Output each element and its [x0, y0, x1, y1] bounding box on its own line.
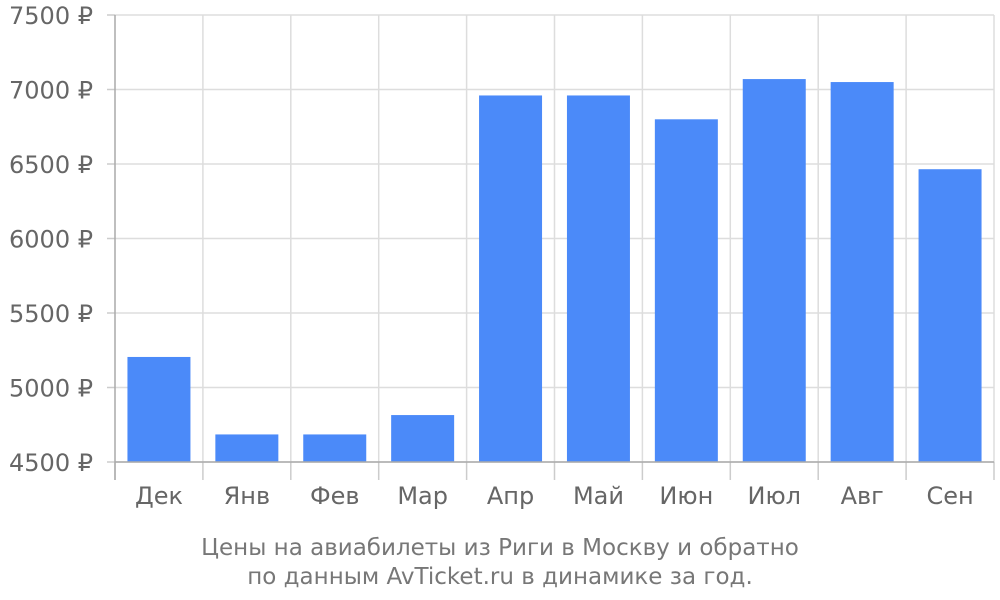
bar	[127, 356, 191, 462]
x-tick-label: Апр	[487, 482, 534, 510]
bar	[391, 415, 455, 462]
x-tick-label: Май	[573, 482, 624, 510]
grid-lines	[115, 14, 995, 463]
x-tick-label: Сен	[926, 482, 973, 510]
bar	[654, 119, 718, 463]
x-axis-labels: Дек Янв Фев Мар Апр Май Июн Июл Авг Сен	[135, 482, 974, 510]
y-tick-label: 7500 ₽	[9, 2, 93, 30]
y-tick-label: 7000 ₽	[9, 77, 93, 105]
y-tick-label: 6000 ₽	[9, 226, 93, 254]
bar	[830, 82, 894, 463]
bar	[479, 95, 543, 463]
bar	[215, 434, 279, 462]
x-tick-label: Янв	[224, 482, 271, 510]
bars	[127, 79, 982, 463]
y-tick-label: 4500 ₽	[9, 449, 93, 477]
x-tick-label: Июн	[659, 482, 713, 510]
bar	[918, 169, 982, 462]
bar	[303, 434, 367, 462]
x-tick-label: Дек	[135, 482, 183, 510]
y-tick-label: 6500 ₽	[9, 151, 93, 179]
y-axis-labels: 4500 ₽ 5000 ₽ 5500 ₽ 6000 ₽ 6500 ₽ 7000 ₽ 7500…	[9, 2, 93, 477]
chart-caption-line-2: по данным AvTicket.ru в динамике за год.	[247, 564, 753, 590]
x-tick-label: Июл	[748, 482, 802, 510]
x-tick-label: Фев	[310, 482, 360, 510]
x-tick-label: Мар	[397, 482, 448, 510]
bar	[566, 95, 630, 463]
x-tick-label: Авг	[841, 482, 884, 510]
bar	[742, 79, 806, 462]
y-tick-label: 5500 ₽	[9, 300, 93, 328]
y-tick-label: 5000 ₽	[9, 375, 93, 403]
chart-caption-line-1: Цены на авиабилеты из Риги в Москву и об…	[201, 535, 799, 561]
axes	[107, 14, 995, 480]
